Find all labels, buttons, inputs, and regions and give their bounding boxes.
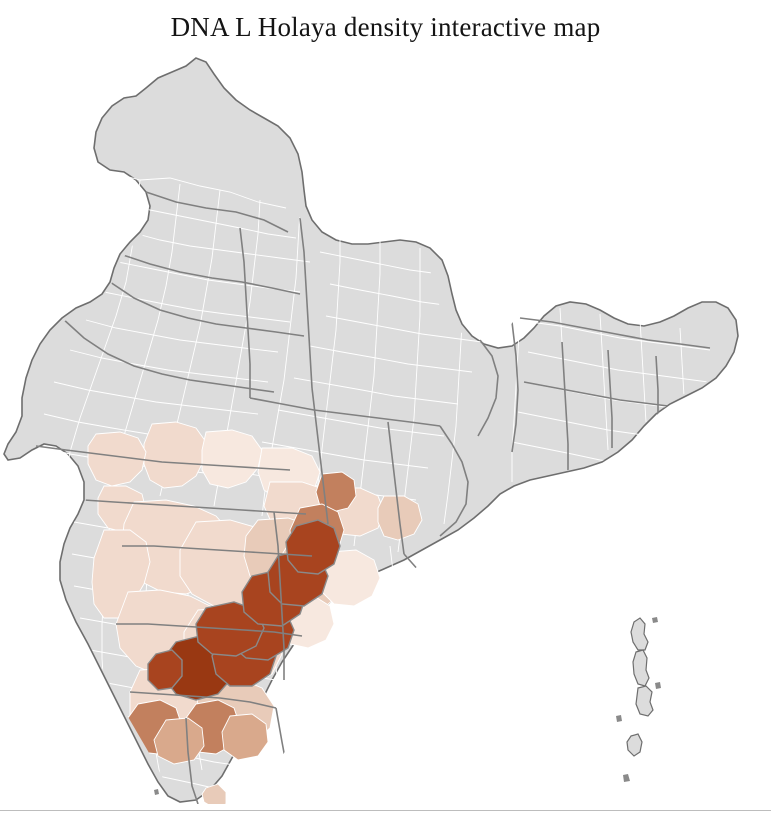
- island-lakshadweep-dot: [154, 789, 159, 795]
- india-landmass: [3, 57, 739, 803]
- map-svg[interactable]: .dist{stroke:#ffffff;stroke-width:0.9;} …: [0, 52, 771, 804]
- lakshadweep-islands[interactable]: [154, 789, 159, 795]
- region-hotspot-goa[interactable]: [147, 649, 183, 691]
- india-choropleth-map[interactable]: .dist{stroke:#ffffff;stroke-width:0.9;} …: [0, 52, 771, 804]
- island-south-andaman: [635, 685, 654, 717]
- island-speck-a: [652, 617, 658, 623]
- island-car-nicobar: [623, 774, 630, 782]
- island-speck-c: [616, 715, 622, 722]
- choropleth-tinted-districts[interactable]: [87, 421, 423, 804]
- region-hotspot-nanded-dark[interactable]: [285, 519, 341, 575]
- state-boundaries: [35, 191, 711, 804]
- andaman-nicobar-islands[interactable]: [616, 617, 661, 804]
- island-little-andaman: [626, 733, 643, 757]
- bottom-divider: [0, 810, 771, 811]
- region-tint-bangalore-rural[interactable]: [221, 713, 269, 761]
- region-tint-mp-central[interactable]: [201, 429, 263, 489]
- island-speck-b: [655, 682, 661, 689]
- page-title: DNA L Holaya density interactive map: [170, 12, 601, 42]
- region-tint-davangere[interactable]: [153, 717, 205, 765]
- region-tint-gujarat-east[interactable]: [87, 431, 147, 487]
- mainland-base: [3, 57, 739, 803]
- region-tint-kanyakumari[interactable]: [201, 783, 227, 804]
- island-middle-andaman: [632, 649, 650, 687]
- island-north-andaman: [630, 617, 649, 651]
